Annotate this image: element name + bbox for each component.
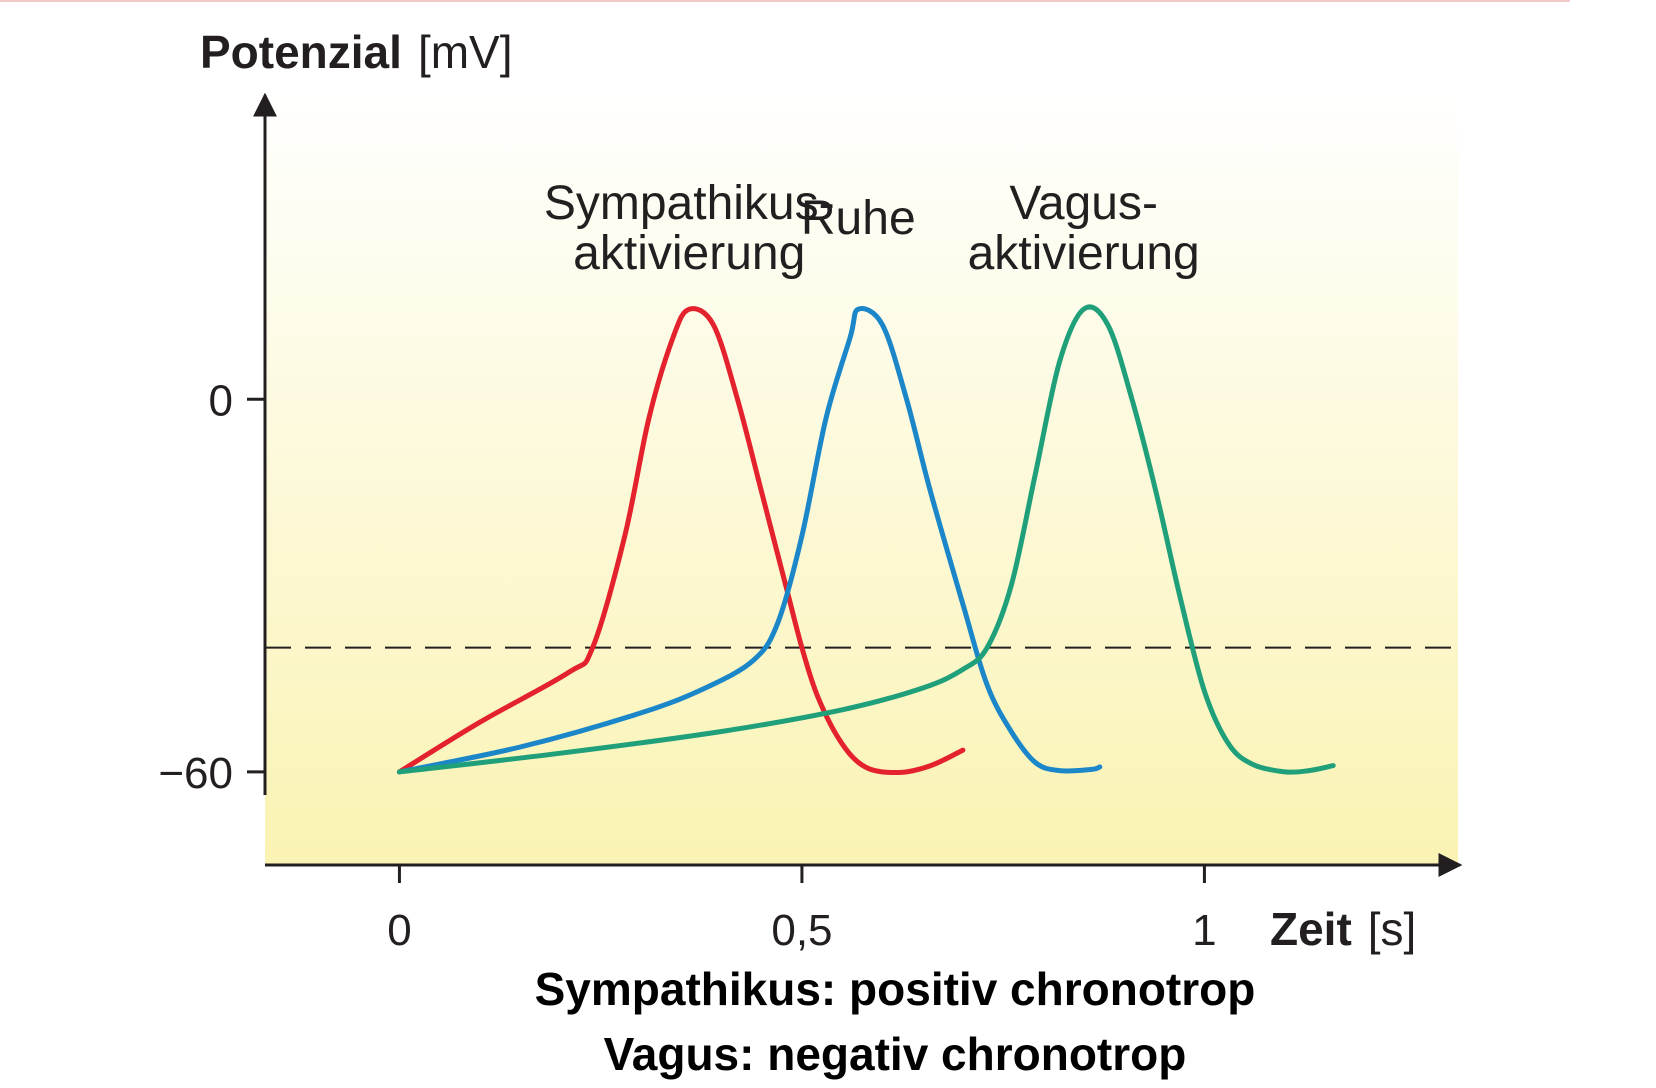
series-line-sympathikus — [396, 306, 966, 776]
caption-line-2: Vagus: negativ chronotrop — [604, 1028, 1187, 1080]
series-label: Ruhe — [801, 192, 916, 245]
x-tick-label: 0,5 — [771, 906, 832, 955]
x-tick-label: 1 — [1192, 906, 1216, 955]
series-label: aktivierung — [968, 227, 1200, 280]
y-tick-label: 0 — [209, 376, 233, 425]
series-line-vagus — [396, 304, 1336, 775]
y-tick-label: −60 — [158, 749, 233, 798]
series-label: aktivierung — [573, 227, 805, 280]
y-axis-title: Potenzial [mV] — [200, 26, 513, 78]
x-tick-label: 0 — [387, 906, 411, 955]
plot-background — [265, 95, 1458, 865]
series-label: Sympathikus- — [544, 177, 835, 230]
series-label: Vagus- — [1009, 177, 1158, 230]
series-line-ruhe — [396, 306, 1103, 775]
x-axis-title: Zeit [s] — [1270, 903, 1416, 955]
caption-line-1: Sympathikus: positiv chronotrop — [535, 963, 1256, 1015]
